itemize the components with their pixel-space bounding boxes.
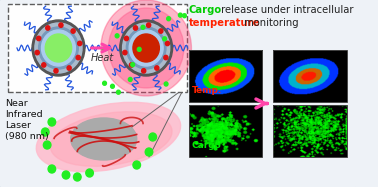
Ellipse shape bbox=[71, 118, 137, 160]
Circle shape bbox=[133, 34, 160, 62]
Text: temperature: temperature bbox=[189, 18, 260, 28]
Circle shape bbox=[116, 90, 120, 94]
Circle shape bbox=[141, 25, 145, 29]
Circle shape bbox=[67, 66, 71, 70]
Bar bbox=[189, 105, 262, 157]
Circle shape bbox=[129, 30, 163, 66]
Text: release under intracellular: release under intracellular bbox=[218, 5, 353, 15]
Text: monitoring: monitoring bbox=[242, 18, 299, 28]
Circle shape bbox=[123, 50, 127, 55]
Circle shape bbox=[167, 17, 170, 21]
Circle shape bbox=[48, 118, 56, 126]
Bar bbox=[273, 105, 347, 157]
Text: Cargo: Cargo bbox=[189, 5, 222, 15]
Circle shape bbox=[77, 41, 82, 46]
Circle shape bbox=[35, 23, 82, 73]
FancyBboxPatch shape bbox=[0, 0, 357, 187]
Circle shape bbox=[131, 63, 135, 67]
Bar bbox=[189, 50, 262, 102]
Circle shape bbox=[178, 13, 182, 17]
Circle shape bbox=[74, 173, 81, 181]
Circle shape bbox=[163, 37, 166, 41]
Circle shape bbox=[126, 27, 166, 69]
Circle shape bbox=[102, 47, 106, 51]
Circle shape bbox=[54, 69, 58, 73]
Circle shape bbox=[142, 69, 146, 73]
Circle shape bbox=[111, 84, 115, 88]
Circle shape bbox=[137, 47, 141, 51]
Circle shape bbox=[164, 55, 168, 60]
Circle shape bbox=[43, 141, 51, 149]
Circle shape bbox=[103, 81, 107, 85]
Circle shape bbox=[35, 50, 39, 55]
Circle shape bbox=[42, 30, 76, 66]
Circle shape bbox=[159, 29, 163, 33]
Circle shape bbox=[42, 63, 46, 67]
Bar bbox=[273, 50, 347, 102]
Circle shape bbox=[122, 23, 170, 73]
Circle shape bbox=[71, 29, 75, 33]
Circle shape bbox=[42, 128, 49, 136]
Circle shape bbox=[129, 77, 132, 82]
Circle shape bbox=[45, 34, 72, 62]
Text: Cargo: Cargo bbox=[191, 141, 221, 150]
Circle shape bbox=[129, 63, 133, 67]
Circle shape bbox=[37, 36, 41, 41]
Circle shape bbox=[147, 23, 151, 27]
Circle shape bbox=[62, 171, 70, 179]
Circle shape bbox=[145, 148, 153, 156]
Circle shape bbox=[124, 36, 129, 41]
Circle shape bbox=[149, 133, 156, 141]
Circle shape bbox=[108, 8, 184, 88]
Circle shape bbox=[101, 0, 191, 96]
Circle shape bbox=[155, 66, 159, 70]
Circle shape bbox=[133, 26, 138, 30]
Bar bbox=[8, 4, 187, 92]
Text: Heat: Heat bbox=[91, 53, 114, 63]
Circle shape bbox=[59, 23, 63, 27]
Text: Near
Infrared
Laser
(980 nm): Near Infrared Laser (980 nm) bbox=[5, 99, 48, 141]
Circle shape bbox=[32, 20, 85, 76]
Circle shape bbox=[46, 26, 50, 30]
Circle shape bbox=[183, 14, 186, 18]
Circle shape bbox=[164, 82, 168, 86]
Circle shape bbox=[133, 161, 141, 169]
Text: Temp.: Temp. bbox=[191, 86, 222, 95]
Circle shape bbox=[115, 34, 119, 38]
Circle shape bbox=[165, 41, 169, 46]
Circle shape bbox=[120, 20, 172, 76]
Circle shape bbox=[48, 165, 56, 173]
Ellipse shape bbox=[36, 102, 181, 172]
Circle shape bbox=[76, 55, 80, 60]
Ellipse shape bbox=[51, 112, 172, 166]
Circle shape bbox=[86, 169, 93, 177]
Circle shape bbox=[39, 27, 78, 69]
